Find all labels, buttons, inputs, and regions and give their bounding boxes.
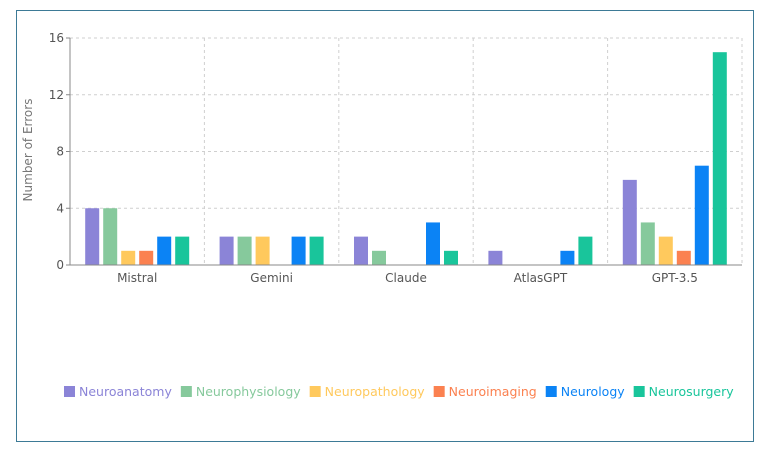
legend-label: Neuroimaging bbox=[449, 384, 537, 399]
bar-neuroimaging-gpt-3-5 bbox=[676, 250, 691, 265]
x-tick-label: Gemini bbox=[250, 271, 293, 285]
legend-label: Neurophysiology bbox=[196, 384, 301, 399]
bar-neuroanatomy-gemini bbox=[219, 236, 234, 265]
legend-label: Neurosurgery bbox=[649, 384, 735, 399]
bar-neurosurgery-gemini bbox=[309, 236, 324, 265]
bar-neurology-gemini bbox=[291, 236, 306, 265]
x-tick-label: AtlasGPT bbox=[514, 271, 568, 285]
bar-neurology-mistral bbox=[157, 236, 172, 265]
y-tick-label: 16 bbox=[49, 31, 64, 45]
legend-swatch bbox=[180, 386, 192, 397]
bar-neuropathology-gemini bbox=[255, 236, 270, 265]
y-tick-label: 12 bbox=[49, 88, 64, 102]
x-tick-label: Claude bbox=[385, 271, 427, 285]
bar-neuropathology-mistral bbox=[121, 250, 136, 265]
bar-neurology-claude bbox=[426, 222, 440, 265]
x-tick-label: Mistral bbox=[117, 271, 157, 285]
bar-neurosurgery-mistral bbox=[175, 236, 190, 265]
bar-neuroanatomy-gpt-3-5 bbox=[622, 179, 637, 265]
bar-neurosurgery-atlasgpt bbox=[578, 236, 593, 265]
legend-swatch bbox=[545, 386, 557, 397]
legend-label: Neurology bbox=[561, 384, 626, 399]
bar-neurophysiology-gemini bbox=[237, 236, 252, 265]
y-axis-ticks: 0 4 8 12 16 bbox=[49, 31, 70, 272]
y-tick-label: 4 bbox=[56, 201, 64, 215]
legend-label: Neuropathology bbox=[325, 384, 426, 399]
legend-swatch bbox=[633, 386, 645, 397]
legend-swatch bbox=[309, 386, 321, 397]
bar-neurosurgery-gpt-3-5 bbox=[712, 52, 727, 265]
bar-neurology-gpt-3-5 bbox=[694, 165, 709, 265]
bar-neurophysiology-gpt-3-5 bbox=[640, 222, 655, 265]
legend-swatch bbox=[64, 386, 75, 397]
bar-neurophysiology-mistral bbox=[103, 208, 118, 265]
bar-neurophysiology-claude bbox=[372, 250, 386, 265]
bar-neuroanatomy-mistral bbox=[85, 208, 100, 265]
bar-neuroanatomy-atlasgpt bbox=[488, 250, 503, 265]
x-tick-label: GPT-3.5 bbox=[652, 271, 698, 285]
x-axis-ticks: Mistral Gemini Claude AtlasGPT GPT-3.5 bbox=[117, 271, 698, 285]
axes bbox=[69, 38, 742, 266]
legend-label: Neuroanatomy bbox=[79, 384, 172, 399]
bar-neuroimaging-mistral bbox=[139, 250, 154, 265]
bar-neurology-atlasgpt bbox=[560, 250, 575, 265]
y-axis-label: Number of Errors bbox=[21, 99, 35, 202]
bar-neuroanatomy-claude bbox=[354, 236, 368, 265]
y-tick-label: 8 bbox=[56, 145, 64, 159]
y-tick-label: 0 bbox=[56, 258, 64, 272]
legend-swatch bbox=[433, 386, 445, 397]
bar-neuropathology-gpt-3-5 bbox=[658, 236, 673, 265]
legend: Neuroanatomy Neurophysiology Neuropatholog… bbox=[64, 384, 734, 399]
bars bbox=[85, 52, 727, 265]
bar-neurosurgery-claude bbox=[444, 250, 458, 265]
